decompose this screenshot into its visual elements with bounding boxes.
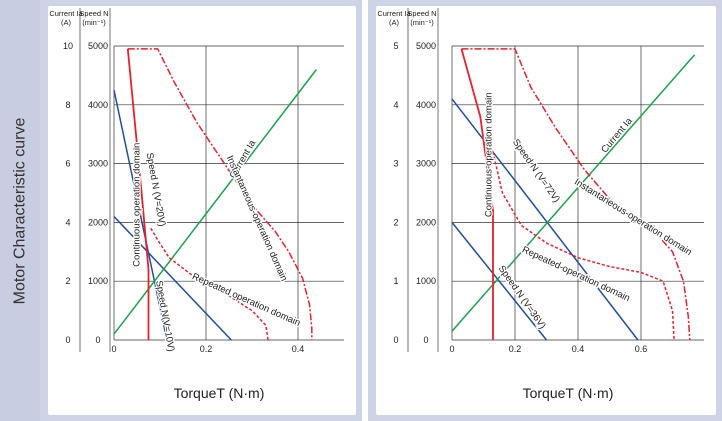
series-repeated-operation-domain <box>150 227 269 341</box>
annotation-label: Repeated-operation domain <box>520 244 631 304</box>
speed-axis-header-right: (min⁻¹) <box>410 18 434 27</box>
side-band <box>0 0 40 421</box>
speed-tick-label: 5000 <box>416 41 436 51</box>
x-tick-label: 0.2 <box>200 344 213 354</box>
speed-tick-label: 2000 <box>88 217 108 227</box>
x-tick-label: 0 <box>449 344 454 354</box>
annotation-label: Speed N (V=20V) <box>144 152 168 228</box>
speed-tick-label: 2000 <box>416 217 436 227</box>
series-repeated-operation-domain <box>492 151 675 341</box>
series-speed-n-v-10v <box>113 215 232 341</box>
speed-tick-label: 4000 <box>416 100 436 110</box>
annotation-label: Speed N (V=36V) <box>496 264 548 332</box>
speed-axis-header-left: Speed N <box>79 9 108 18</box>
x-axis-label: TorqueT (N·m) <box>174 385 265 401</box>
x-tick-label: 0.2 <box>509 344 522 354</box>
annotation-label: Speed N (V=72V) <box>510 137 562 205</box>
current-tick-label: 4 <box>65 217 70 227</box>
side-title-text: Motor Characteristic curve <box>11 117 28 304</box>
x-tick-label: 0.6 <box>635 344 648 354</box>
speed-axis-header-left: (min⁻¹) <box>82 18 106 27</box>
current-axis-header-left: Current Ia <box>49 9 83 18</box>
series-speed-n-v-20v <box>113 89 168 341</box>
annotation-label: Continuous-operation domain <box>483 92 494 217</box>
chart-panel-right: Current Ia (A) Speed N (min⁻¹) 0 0 1 1000 2 2000 3… <box>368 0 722 421</box>
speed-tick-label: 0 <box>95 335 100 345</box>
series-continuous-operation-domain <box>460 48 494 340</box>
series-current-ia <box>113 69 317 335</box>
current-tick-label: 4 <box>393 100 398 110</box>
current-tick-label: 0 <box>393 335 398 345</box>
current-axis-header-right: Current Ia <box>377 9 411 18</box>
x-tick-label: 0.4 <box>292 344 305 354</box>
speed-axis-header-right: Speed N <box>407 9 436 18</box>
chart-left-svg: Current Ia(A) Speed N(min⁻¹) 0 0 2 1000 4 2000 6… <box>49 8 344 401</box>
annotation-label: Speed N(V=10V) <box>153 280 176 353</box>
speed-tick-label: 1000 <box>88 276 108 286</box>
speed-tick-label: 0 <box>423 335 428 345</box>
x-axis-label: TorqueT (N·m) <box>523 385 614 401</box>
chart-panel-left: Current Ia (A) Speed N (min⁻¹) 0 0 2 1000 4 2000 6… <box>40 0 362 421</box>
speed-tick-label: 5000 <box>88 41 108 51</box>
current-tick-label: 2 <box>393 217 398 227</box>
annotation-label: Instantaneous-operation domain <box>224 154 289 283</box>
annotation-label: Continuous operation domain <box>131 143 142 267</box>
speed-tick-label: 3000 <box>88 159 108 169</box>
current-tick-label: 2 <box>65 276 70 286</box>
current-tick-label: 10 <box>63 41 73 51</box>
side-title: Motor Characteristic curve <box>0 0 40 421</box>
x-tick-label: 0.4 <box>572 344 585 354</box>
current-tick-label: 1 <box>393 276 398 286</box>
x-tick-label: 0 <box>111 344 116 354</box>
current-axis-header-left: (A) <box>61 18 72 27</box>
speed-tick-label: 4000 <box>88 100 108 110</box>
chart-area-right: Current Ia (A) Speed N (min⁻¹) 0 0 1 1000 2 2000 3… <box>376 6 716 415</box>
series-continuous-operation-domain <box>126 48 150 340</box>
series-instantaneous-operation-domain <box>461 48 691 341</box>
current-tick-label: 0 <box>65 335 70 345</box>
current-tick-label: 3 <box>393 159 398 169</box>
speed-tick-label: 3000 <box>416 159 436 169</box>
current-axis-header-right: (A) <box>389 18 400 27</box>
annotation-label: Instantaneous-operation domain <box>572 177 693 259</box>
series-speed-n-v-36v <box>451 221 548 341</box>
chart-area-left: Current Ia (A) Speed N (min⁻¹) 0 0 2 1000 4 2000 6… <box>48 6 356 415</box>
speed-tick-label: 1000 <box>416 276 436 286</box>
current-tick-label: 8 <box>65 100 70 110</box>
annotation-label: Current Ia <box>599 115 635 155</box>
current-tick-label: 6 <box>65 159 70 169</box>
current-tick-label: 5 <box>393 41 398 51</box>
